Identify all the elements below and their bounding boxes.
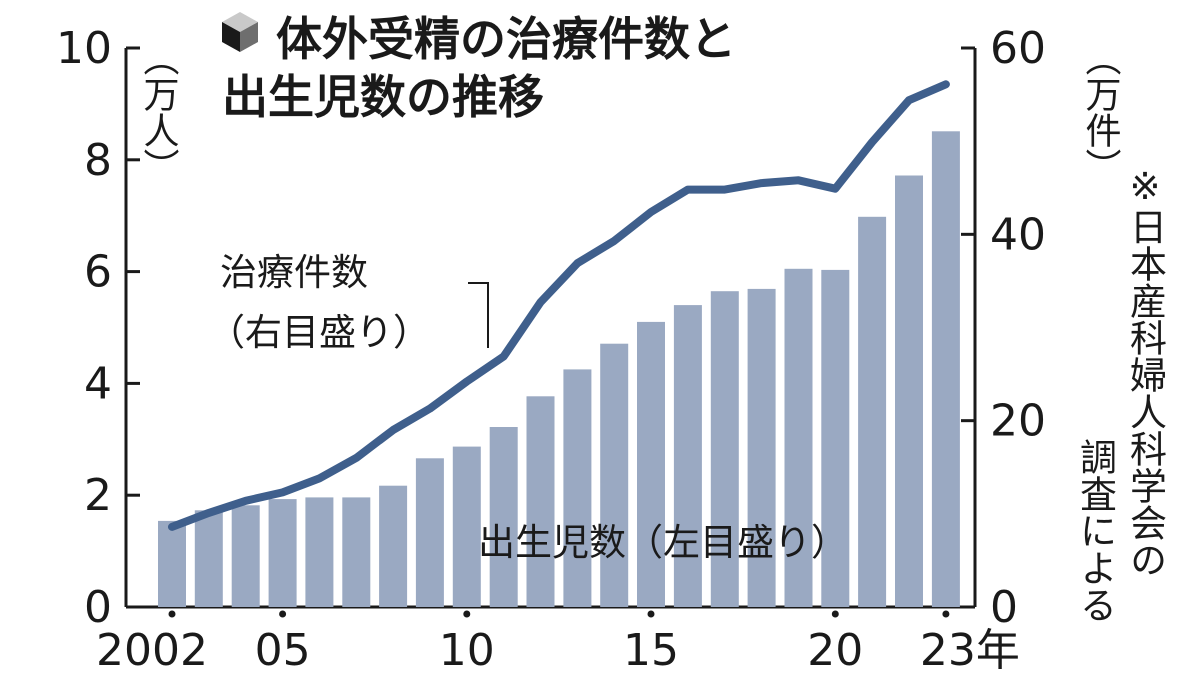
- axis-ticks: 0 2 4 6 8 10 0 20 40 60 2002 05 10 15 20 23年: [56, 23, 1046, 675]
- births-bar-2011: [489, 427, 518, 607]
- births-bar-2004: [231, 505, 260, 607]
- births-bar-2019: [784, 268, 813, 607]
- x-tick-dot-2005: [279, 610, 287, 618]
- births-bar-2016: [673, 305, 702, 607]
- births-bar-2022: [895, 175, 923, 607]
- births-bar-2014: [600, 343, 629, 607]
- x-tick-dot-2002: [168, 610, 176, 618]
- x-tick-label-2005: 05: [255, 625, 311, 675]
- right-tick-label-20: 20: [990, 396, 1046, 447]
- left-tick-label-2: 2: [84, 470, 112, 521]
- births-bar-2018: [747, 288, 776, 607]
- source-note-column-2: 調査による: [1074, 438, 1117, 623]
- treatment-label-leader: [468, 282, 489, 348]
- chart-title-line-2: 出生児数の推移: [222, 70, 544, 124]
- x-tick-label-2010: 10: [439, 625, 495, 675]
- births-bar-2009: [415, 458, 444, 607]
- births-bar-2008: [379, 485, 408, 607]
- left-tick-label-8: 8: [84, 135, 112, 186]
- source-note-column-1: ※日本産科婦人科学会の: [1124, 165, 1167, 578]
- births-bar-2006: [305, 497, 334, 607]
- x-tick-dot-2015: [647, 610, 655, 618]
- births-bar-2023: [931, 131, 960, 608]
- births-bars: [158, 131, 960, 608]
- chart-title-line-1: 体外受精の治療件数と: [276, 12, 736, 66]
- treatment-series-label-line-2: （右目盛り）: [208, 311, 430, 354]
- x-tick-label-2023: 23年: [920, 625, 1020, 675]
- births-bar-2017: [710, 291, 739, 607]
- treatment-line-layer: [168, 80, 950, 531]
- cube-icon: [222, 12, 258, 52]
- births-series-label: 出生児数（左目盛り）: [478, 521, 848, 564]
- left-tick-label-4: 4: [84, 358, 112, 409]
- births-bar-2002: [158, 520, 186, 607]
- births-bar-2003: [194, 510, 223, 607]
- left-tick-label-6: 6: [84, 247, 112, 298]
- right-axis-unit: （万件）: [1080, 40, 1122, 184]
- right-tick-label-40: 40: [990, 209, 1046, 260]
- births-bar-2013: [563, 369, 592, 607]
- left-tick-label-0: 0: [84, 582, 112, 633]
- x-tick-dot-2010: [463, 610, 471, 618]
- treatment-count-line: [168, 80, 950, 531]
- births-bar-2007: [342, 497, 371, 607]
- births-bar-2012: [526, 396, 555, 607]
- x-tick-label-2020: 20: [807, 625, 863, 675]
- births-bar-2005: [268, 499, 297, 607]
- births-bar-2015: [637, 321, 665, 607]
- treatment-series-label-line-1: 治療件数: [220, 251, 368, 294]
- chart-title: 体外受精の治療件数と 出生児数の推移: [222, 12, 736, 124]
- births-bar-2021: [858, 216, 887, 608]
- right-tick-label-60: 60: [990, 23, 1046, 74]
- births-bar-2010: [452, 446, 481, 607]
- left-axis-unit: （万人）: [138, 40, 180, 184]
- right-tick-label-0: 0: [990, 582, 1018, 633]
- x-tick-label-2015: 15: [623, 625, 679, 675]
- births-bar-2020: [821, 269, 850, 607]
- left-tick-label-10: 10: [56, 23, 112, 74]
- x-tick-dot-2023: [942, 610, 950, 618]
- x-tick-label-2002: 2002: [96, 625, 208, 675]
- x-tick-dot-2020: [831, 610, 839, 618]
